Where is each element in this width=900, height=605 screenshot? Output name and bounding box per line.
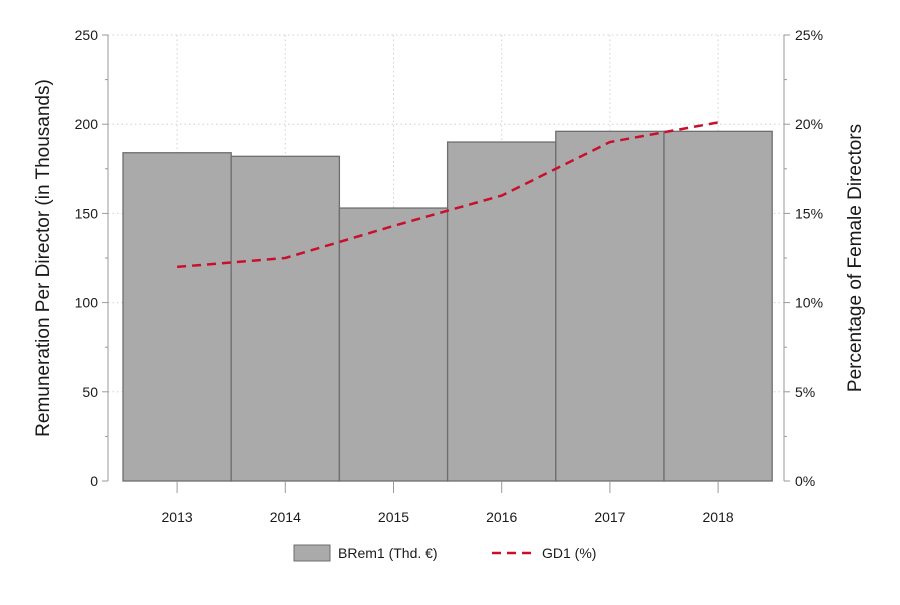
bar-2017 bbox=[556, 131, 664, 481]
x-tick-label: 2016 bbox=[486, 509, 517, 525]
legend-bar-swatch bbox=[294, 545, 330, 561]
y2-tick-label: 25% bbox=[795, 27, 823, 43]
y-tick-label: 50 bbox=[82, 384, 98, 400]
y-tick-label: 100 bbox=[75, 295, 99, 311]
y2-axis-title: Percentage of Female Directors bbox=[845, 124, 866, 392]
y-tick-label: 250 bbox=[75, 27, 99, 43]
bar-2018 bbox=[664, 131, 772, 481]
legend-line-label: GD1 (%) bbox=[542, 545, 596, 561]
bar-2013 bbox=[123, 153, 231, 481]
bar-2015 bbox=[339, 208, 447, 481]
y2-tick-label: 20% bbox=[795, 116, 823, 132]
x-tick-label: 2018 bbox=[703, 509, 734, 525]
y-tick-label: 200 bbox=[75, 116, 99, 132]
bar-2014 bbox=[231, 156, 339, 481]
bar-2016 bbox=[448, 142, 556, 481]
y2-tick-label: 5% bbox=[795, 384, 815, 400]
y-tick-label: 0 bbox=[90, 473, 98, 489]
y2-tick-label: 15% bbox=[795, 205, 823, 221]
legend-bar-label: BRem1 (Thd. €) bbox=[338, 545, 438, 561]
x-tick-label: 2017 bbox=[594, 509, 625, 525]
y2-tick-label: 0% bbox=[795, 473, 815, 489]
y2-tick-label: 10% bbox=[795, 295, 823, 311]
x-tick-label: 2013 bbox=[162, 509, 193, 525]
bar-series bbox=[123, 131, 772, 481]
x-tick-label: 2014 bbox=[270, 509, 301, 525]
legend: BRem1 (Thd. €) GD1 (%) bbox=[294, 545, 596, 561]
x-tick-label: 2015 bbox=[378, 509, 409, 525]
y-tick-label: 150 bbox=[75, 205, 99, 221]
y-axis-title: Remuneration Per Director (in Thousands) bbox=[33, 79, 54, 437]
